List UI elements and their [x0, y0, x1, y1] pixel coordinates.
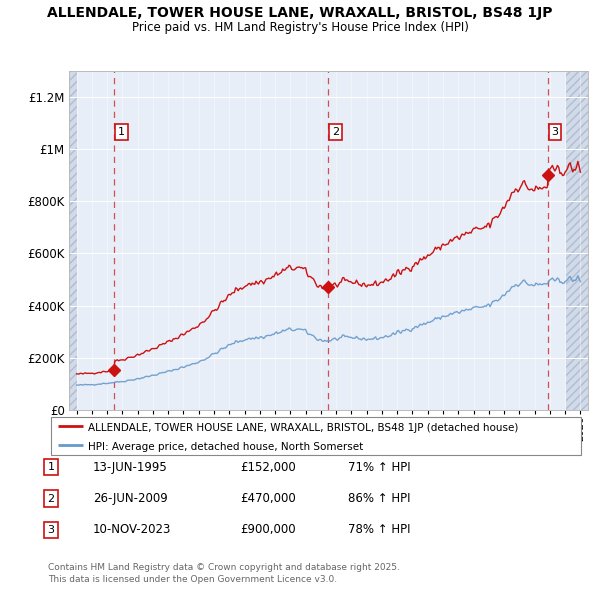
Text: 3: 3 — [47, 525, 55, 535]
Text: 2: 2 — [47, 494, 55, 503]
Text: 86% ↑ HPI: 86% ↑ HPI — [348, 492, 410, 505]
Text: 1: 1 — [118, 127, 125, 137]
Text: 2: 2 — [332, 127, 339, 137]
Text: 78% ↑ HPI: 78% ↑ HPI — [348, 523, 410, 536]
Text: £152,000: £152,000 — [240, 461, 296, 474]
Bar — [69, 71, 77, 410]
Text: 10-NOV-2023: 10-NOV-2023 — [93, 523, 172, 536]
Text: 13-JUN-1995: 13-JUN-1995 — [93, 461, 168, 474]
Text: 3: 3 — [551, 127, 559, 137]
Text: Price paid vs. HM Land Registry's House Price Index (HPI): Price paid vs. HM Land Registry's House … — [131, 21, 469, 34]
Text: 1: 1 — [47, 463, 55, 472]
Text: 71% ↑ HPI: 71% ↑ HPI — [348, 461, 410, 474]
Text: 26-JUN-2009: 26-JUN-2009 — [93, 492, 168, 505]
Text: Contains HM Land Registry data © Crown copyright and database right 2025.: Contains HM Land Registry data © Crown c… — [48, 563, 400, 572]
Text: £900,000: £900,000 — [240, 523, 296, 536]
Bar — [566, 71, 588, 410]
FancyBboxPatch shape — [50, 417, 581, 455]
Text: ALLENDALE, TOWER HOUSE LANE, WRAXALL, BRISTOL, BS48 1JP (detached house): ALLENDALE, TOWER HOUSE LANE, WRAXALL, BR… — [88, 422, 518, 432]
Text: £470,000: £470,000 — [240, 492, 296, 505]
Text: HPI: Average price, detached house, North Somerset: HPI: Average price, detached house, Nort… — [88, 442, 364, 451]
Text: ALLENDALE, TOWER HOUSE LANE, WRAXALL, BRISTOL, BS48 1JP: ALLENDALE, TOWER HOUSE LANE, WRAXALL, BR… — [47, 6, 553, 20]
Text: This data is licensed under the Open Government Licence v3.0.: This data is licensed under the Open Gov… — [48, 575, 337, 584]
